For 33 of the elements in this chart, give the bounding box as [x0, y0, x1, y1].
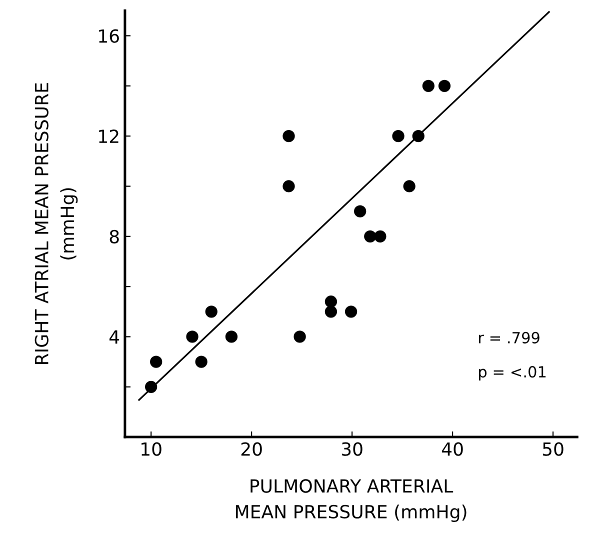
annotation: p = <.01 [479, 366, 546, 381]
point [324, 306, 338, 318]
point [412, 130, 424, 142]
y-tick-label: 8 [110, 230, 119, 244]
x-tick-label: 50 [542, 442, 564, 456]
point [294, 330, 306, 343]
y-tick-label: 16 [99, 29, 119, 43]
point [205, 306, 218, 318]
y-tick-label: 12 [99, 130, 118, 143]
point [282, 130, 295, 142]
point [392, 130, 404, 142]
point [344, 306, 358, 318]
point [438, 80, 451, 92]
point [403, 180, 416, 192]
point [186, 330, 198, 343]
x-tick-label: 40 [442, 442, 463, 456]
y-tick-label: 4 [109, 330, 120, 344]
point [145, 380, 158, 393]
point [422, 80, 434, 92]
point [195, 356, 208, 368]
point [374, 230, 386, 242]
point [150, 356, 162, 368]
point [225, 330, 238, 343]
y-axis-title: RIGHT ATRIAL MEAN PRESSURE (mmHg) [34, 83, 78, 364]
point [364, 230, 376, 242]
x-tick-label: 30 [342, 442, 362, 456]
x-axis-title: PULMONARY ARTERIAL MEAN PRESSURE (mmHg) [236, 479, 466, 522]
point [354, 205, 366, 218]
point [282, 180, 295, 192]
x-tick-label: 20 [241, 442, 262, 456]
x-tick-label: 10 [142, 442, 162, 456]
annotation: r = .799 [479, 332, 540, 344]
point [324, 296, 338, 308]
